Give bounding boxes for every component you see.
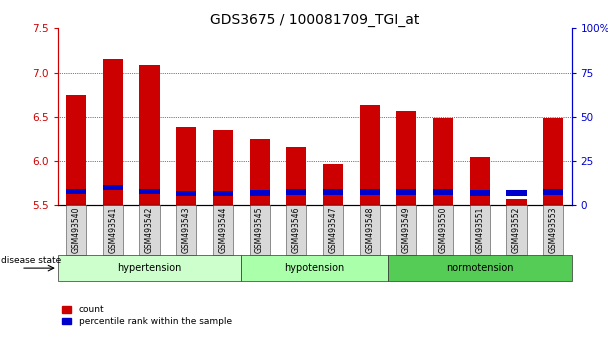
Bar	[470, 157, 490, 205]
Bar	[139, 189, 159, 194]
Bar	[139, 65, 159, 205]
Bar	[103, 205, 123, 255]
Bar	[543, 205, 563, 255]
Bar	[176, 205, 196, 255]
Bar	[506, 199, 527, 205]
Bar	[213, 191, 233, 196]
Bar	[213, 130, 233, 205]
Text: disease state: disease state	[1, 256, 61, 265]
Text: GSM493544: GSM493544	[218, 207, 227, 253]
Text: GSM493545: GSM493545	[255, 207, 264, 253]
Bar	[58, 255, 241, 281]
Text: GSM493551: GSM493551	[475, 207, 485, 253]
Bar	[176, 127, 196, 205]
Bar	[359, 105, 380, 205]
Bar	[66, 205, 86, 255]
Bar	[103, 185, 123, 190]
Text: hypertension: hypertension	[117, 263, 182, 273]
Bar	[249, 205, 270, 255]
Bar	[66, 95, 86, 205]
Text: GSM493543: GSM493543	[182, 207, 191, 253]
Bar	[241, 255, 388, 281]
Text: GSM493550: GSM493550	[438, 207, 447, 253]
Bar	[323, 205, 343, 255]
Bar	[543, 118, 563, 205]
Bar	[249, 139, 270, 205]
Text: hypotension: hypotension	[285, 263, 345, 273]
Bar	[470, 190, 490, 195]
Bar	[388, 255, 572, 281]
Text: GSM493546: GSM493546	[292, 207, 301, 253]
Bar	[433, 205, 453, 255]
Bar	[359, 189, 380, 195]
Bar	[103, 59, 123, 205]
Bar	[249, 190, 270, 195]
Bar	[433, 118, 453, 205]
Text: GSM493542: GSM493542	[145, 207, 154, 253]
Bar	[396, 110, 416, 205]
Bar	[359, 205, 380, 255]
Legend: count, percentile rank within the sample: count, percentile rank within the sample	[62, 306, 232, 326]
Bar	[543, 189, 563, 195]
Bar	[139, 205, 159, 255]
Text: normotension: normotension	[446, 263, 514, 273]
Bar	[506, 190, 527, 195]
Text: GSM493540: GSM493540	[72, 207, 81, 253]
Bar	[176, 191, 196, 196]
Bar	[506, 205, 527, 255]
Bar	[433, 189, 453, 195]
Title: GDS3675 / 100081709_TGI_at: GDS3675 / 100081709_TGI_at	[210, 13, 420, 27]
Bar	[286, 189, 306, 195]
Bar	[66, 189, 86, 194]
Bar	[396, 189, 416, 195]
Text: GSM493549: GSM493549	[402, 207, 411, 253]
Bar	[323, 189, 343, 195]
Bar	[323, 164, 343, 205]
Text: GSM493541: GSM493541	[108, 207, 117, 253]
Text: GSM493547: GSM493547	[328, 207, 337, 253]
Text: GSM493553: GSM493553	[548, 207, 558, 253]
Bar	[286, 205, 306, 255]
Bar	[470, 205, 490, 255]
Text: GSM493548: GSM493548	[365, 207, 374, 253]
Bar	[213, 205, 233, 255]
Text: GSM493552: GSM493552	[512, 207, 521, 253]
Bar	[286, 147, 306, 205]
Bar	[396, 205, 416, 255]
